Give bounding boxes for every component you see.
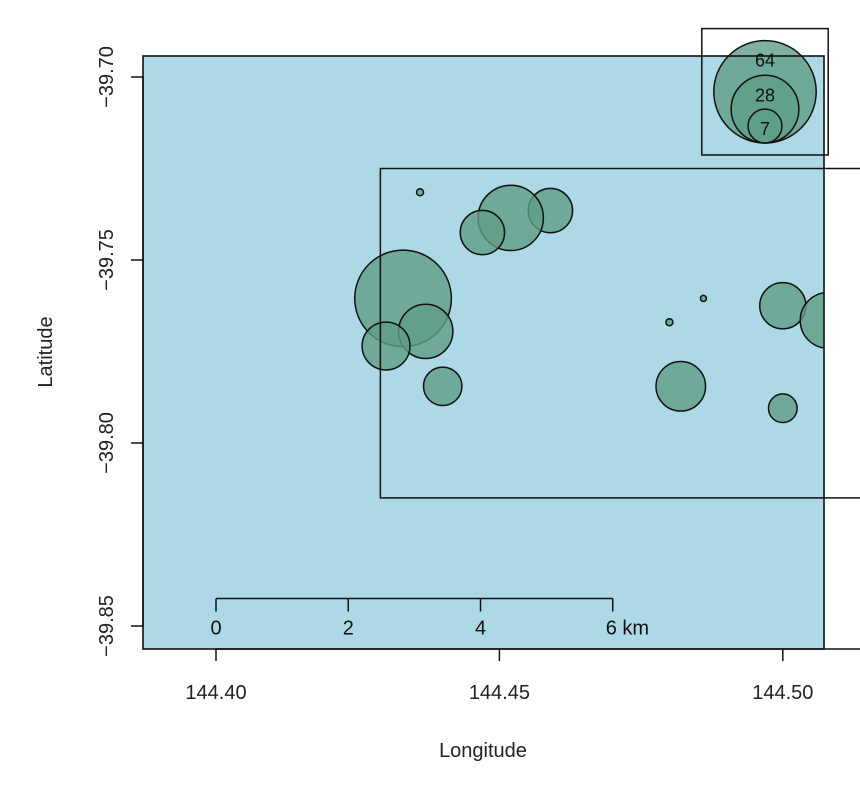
y-tick-label: −39.85 — [96, 595, 118, 657]
data-bubble — [415, 188, 425, 197]
study-area-box — [379, 167, 860, 499]
legend-box — [701, 27, 829, 156]
study-area-layer — [379, 167, 860, 499]
data-bubble — [459, 209, 506, 256]
size-legend: 7 28 64 — [701, 27, 829, 156]
data-bubble — [699, 294, 708, 303]
x-tick-label: 144.40 — [185, 682, 246, 704]
data-bubble — [799, 292, 824, 349]
x-axis-label: Longitude — [439, 740, 527, 762]
scale-bar-label: 0 — [210, 618, 221, 640]
y-axis-label: Latitude — [35, 316, 57, 387]
scale-bar-label: 2 — [343, 618, 354, 640]
y-tick-label: −39.80 — [96, 412, 118, 474]
x-tick-label: 144.45 — [469, 682, 530, 704]
legend-label: 64 — [755, 51, 775, 71]
bubble-layer — [353, 184, 824, 424]
scale-bar-label: 4 — [475, 618, 486, 640]
legend-bubble — [747, 108, 783, 144]
x-tick-label: 144.50 — [752, 682, 813, 704]
y-tick-label: −39.75 — [96, 229, 118, 291]
plot-background — [143, 56, 824, 649]
data-bubble — [655, 360, 707, 412]
data-bubble — [665, 317, 674, 327]
data-bubble — [361, 321, 411, 371]
scale-bar: 0 2 4 6 km — [210, 597, 649, 640]
y-axis: −39.70 −39.75 −39.80 −39.85 — [96, 46, 144, 657]
legend-label: 28 — [755, 85, 775, 105]
data-bubble — [767, 393, 798, 424]
y-tick-label: −39.70 — [96, 46, 118, 108]
scale-bar-label: 6 km — [606, 618, 649, 640]
data-bubble — [422, 366, 463, 407]
legend-label: 7 — [760, 119, 770, 139]
data-bubble — [758, 281, 807, 330]
